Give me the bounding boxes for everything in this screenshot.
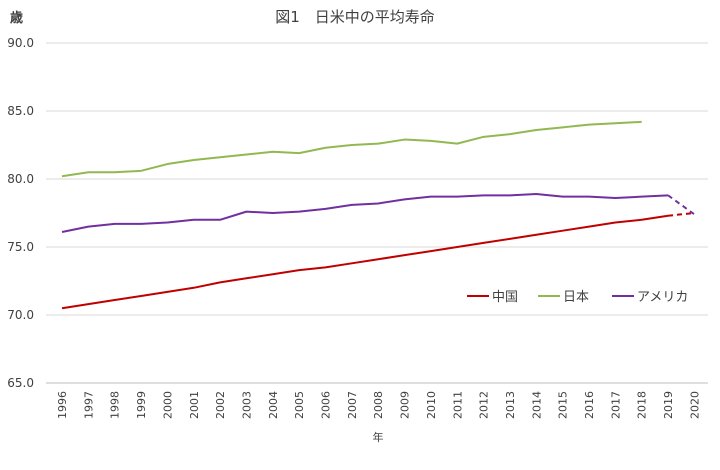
y-tick-label: 75.0 [7,240,34,254]
x-tick-label: 2015 [557,391,570,419]
x-tick-label: 2006 [320,391,333,419]
x-tick-label: 2019 [662,391,675,419]
x-tick-label: 1997 [82,391,95,419]
x-tick-label: 2008 [372,391,385,419]
legend-label-0: 中国 [492,290,518,305]
x-tick-label: 2007 [346,391,359,419]
legend: 中国 日本 アメリカ [467,290,688,305]
series-line-1 [61,120,642,178]
y-tick-label: 65.0 [7,376,34,390]
y-tick-label: 90.0 [7,36,34,50]
x-tick-label: 2002 [214,391,227,419]
series-projection-0 [667,212,695,217]
x-tick-label: 2017 [609,391,622,419]
chart-title: 図1 日米中の平均寿命 [275,8,435,26]
x-tick-label: 2016 [583,391,596,419]
x-tick-label: 2009 [399,391,412,419]
y-tick-label: 85.0 [7,104,34,118]
series-line-0 [61,214,669,310]
x-tick-label: 1999 [135,391,148,419]
x-tick-label: 1996 [56,391,69,419]
y-axis-label: 歳 [10,10,23,26]
series-projection-2 [667,194,695,216]
x-tick-label: 2014 [530,391,543,419]
x-tick-label: 1998 [109,391,122,419]
x-tick-label: 2001 [188,391,201,419]
x-tick-label: 2012 [478,391,491,419]
x-tick-label: 2010 [425,391,438,419]
x-tick-label: 2004 [267,391,280,419]
gridlines [46,42,708,384]
x-axis-label: 年 [373,430,384,444]
x-tick-label: 2003 [240,391,253,419]
series-lines [61,120,695,310]
legend-label-2: アメリカ [637,290,688,305]
x-tick-label: 2018 [636,391,649,419]
x-tick-label: 2013 [504,391,517,419]
x-tick-label: 2020 [688,391,701,419]
x-tick-label: 2000 [161,391,174,419]
series-line-2 [61,192,669,234]
legend-label-1: 日本 [563,290,589,305]
y-axis-ticks: 65.0 70.0 75.0 80.0 85.0 90.0 [7,36,34,390]
x-tick-label: 2011 [451,391,464,419]
x-axis-ticks: 1996 1997 1998 1999 2000 2001 2002 2003 2004 2005… [56,391,701,419]
x-tick-label: 2005 [293,391,306,419]
y-tick-label: 70.0 [7,308,34,322]
y-tick-label: 80.0 [7,172,34,186]
